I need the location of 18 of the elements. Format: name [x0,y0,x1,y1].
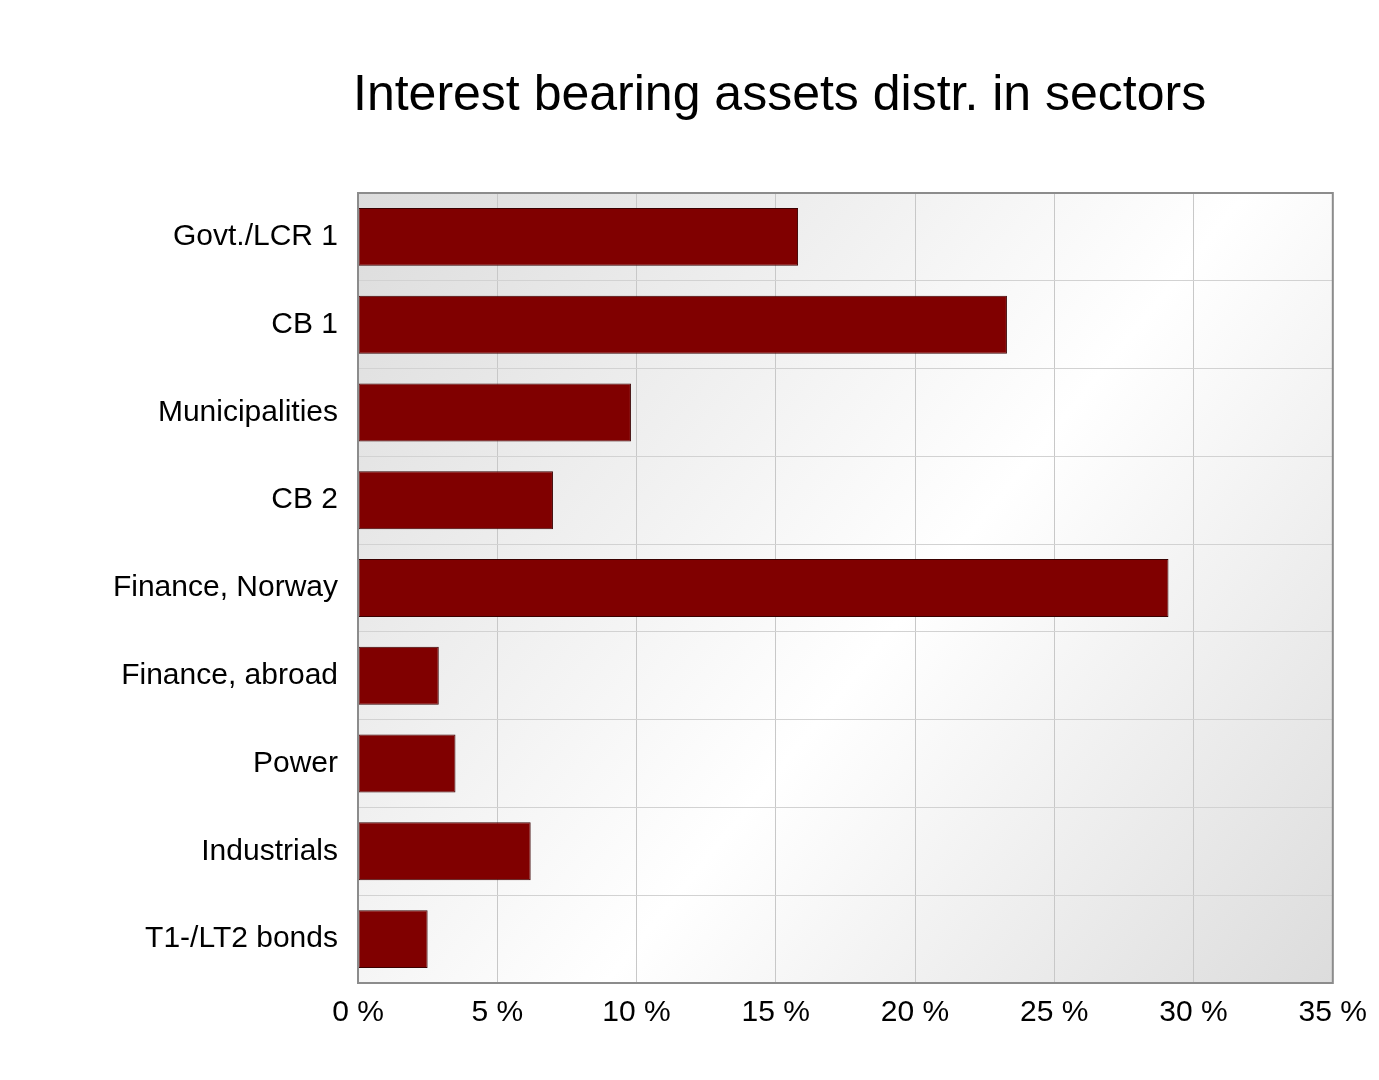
x-tick-label: 15 % [741,994,810,1028]
y-tick-label: Power [252,744,338,778]
y-tick-label: CB 1 [271,305,338,339]
y-tick-label: Finance, Norway [112,569,338,603]
x-tick-label: 5 % [471,994,524,1028]
y-tick-label: Govt./LCR 1 [172,218,338,252]
y-tick-label: Municipalities [157,393,338,427]
x-tick-label: 35 % [1298,994,1368,1028]
chart-title: Interest bearing assets distr. in sectors [353,64,1207,122]
y-tick-label: CB 2 [271,481,338,515]
x-tick-label: 30 % [1159,994,1228,1028]
x-tick-label: 20 % [880,994,950,1028]
x-tick-label: 10 % [602,994,671,1028]
x-tick-label: 25 % [1020,994,1089,1028]
y-tick-label: T1-/LT2 bonds [145,920,338,954]
y-tick-label: Industrials [201,832,338,866]
x-tick-label: 0 % [332,994,384,1028]
y-tick-label: Finance, abroad [121,657,338,691]
